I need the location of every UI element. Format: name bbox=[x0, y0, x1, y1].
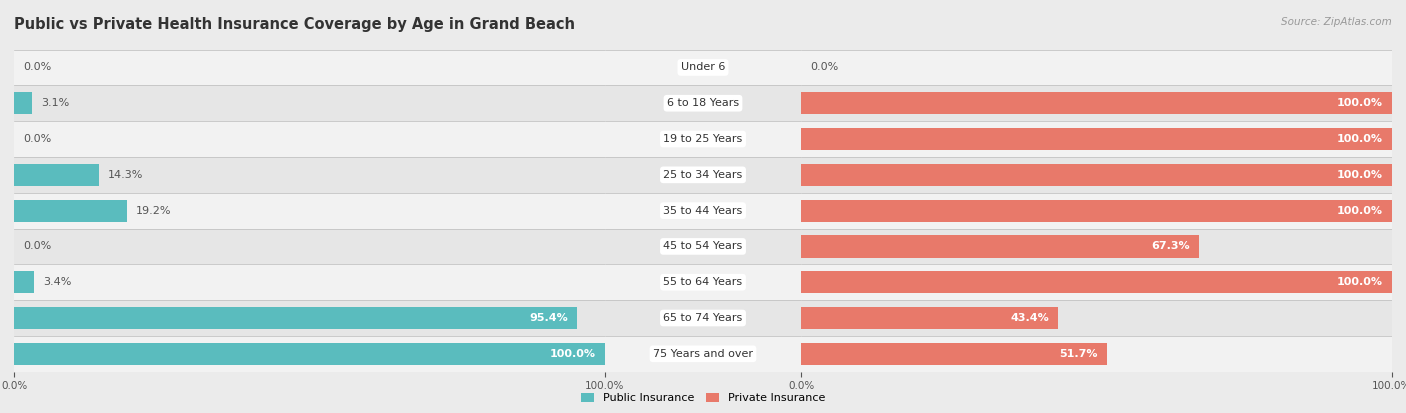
Text: 55 to 64 Years: 55 to 64 Years bbox=[664, 277, 742, 287]
Text: 100.0%: 100.0% bbox=[550, 349, 596, 359]
Text: 100.0%: 100.0% bbox=[1337, 134, 1384, 144]
Bar bbox=[801, 157, 1392, 193]
Bar bbox=[605, 193, 801, 228]
Bar bbox=[801, 193, 1392, 228]
Text: 19.2%: 19.2% bbox=[136, 206, 172, 216]
Bar bbox=[14, 343, 605, 365]
Bar bbox=[801, 121, 1392, 157]
Text: 100.0%: 100.0% bbox=[1337, 170, 1384, 180]
Bar bbox=[801, 199, 1392, 222]
Text: 100.0%: 100.0% bbox=[1337, 206, 1384, 216]
Bar bbox=[801, 128, 1392, 150]
Text: 35 to 44 Years: 35 to 44 Years bbox=[664, 206, 742, 216]
Text: 6 to 18 Years: 6 to 18 Years bbox=[666, 98, 740, 108]
Bar bbox=[801, 235, 1199, 258]
Bar bbox=[14, 307, 578, 329]
Bar bbox=[801, 164, 1392, 186]
Bar bbox=[605, 85, 801, 121]
Bar bbox=[801, 336, 1392, 372]
Text: 65 to 74 Years: 65 to 74 Years bbox=[664, 313, 742, 323]
Bar bbox=[14, 92, 32, 114]
Text: 0.0%: 0.0% bbox=[22, 242, 51, 252]
Text: 75 Years and over: 75 Years and over bbox=[652, 349, 754, 359]
Bar bbox=[14, 85, 605, 121]
Bar bbox=[605, 336, 801, 372]
Bar bbox=[605, 228, 801, 264]
Bar bbox=[14, 121, 605, 157]
Bar bbox=[801, 50, 1392, 85]
Text: 43.4%: 43.4% bbox=[1010, 313, 1049, 323]
Bar bbox=[605, 50, 801, 85]
Bar bbox=[14, 264, 605, 300]
Bar bbox=[801, 307, 1057, 329]
Bar bbox=[801, 343, 1107, 365]
Text: 100.0%: 100.0% bbox=[1337, 98, 1384, 108]
Bar bbox=[14, 336, 605, 372]
Text: 100.0%: 100.0% bbox=[1337, 277, 1384, 287]
Bar bbox=[801, 228, 1392, 264]
Text: 0.0%: 0.0% bbox=[22, 62, 51, 72]
Bar bbox=[801, 92, 1392, 114]
Bar bbox=[14, 193, 605, 228]
Bar bbox=[14, 199, 128, 222]
Text: 25 to 34 Years: 25 to 34 Years bbox=[664, 170, 742, 180]
Text: 0.0%: 0.0% bbox=[22, 134, 51, 144]
Legend: Public Insurance, Private Insurance: Public Insurance, Private Insurance bbox=[576, 388, 830, 408]
Bar bbox=[605, 300, 801, 336]
Text: Public vs Private Health Insurance Coverage by Age in Grand Beach: Public vs Private Health Insurance Cover… bbox=[14, 17, 575, 31]
Bar bbox=[14, 164, 98, 186]
Bar bbox=[14, 228, 605, 264]
Text: 67.3%: 67.3% bbox=[1152, 242, 1189, 252]
Bar bbox=[14, 50, 605, 85]
Bar bbox=[801, 271, 1392, 293]
Bar bbox=[801, 300, 1392, 336]
Text: 0.0%: 0.0% bbox=[810, 62, 838, 72]
Bar bbox=[14, 157, 605, 193]
Bar bbox=[801, 85, 1392, 121]
Text: 95.4%: 95.4% bbox=[530, 313, 568, 323]
Bar bbox=[14, 300, 605, 336]
Text: Under 6: Under 6 bbox=[681, 62, 725, 72]
Bar bbox=[14, 271, 34, 293]
Bar bbox=[605, 121, 801, 157]
Text: 3.4%: 3.4% bbox=[44, 277, 72, 287]
Text: 51.7%: 51.7% bbox=[1059, 349, 1098, 359]
Text: Source: ZipAtlas.com: Source: ZipAtlas.com bbox=[1281, 17, 1392, 26]
Bar bbox=[801, 264, 1392, 300]
Text: 45 to 54 Years: 45 to 54 Years bbox=[664, 242, 742, 252]
Bar bbox=[605, 264, 801, 300]
Text: 3.1%: 3.1% bbox=[41, 98, 69, 108]
Text: 19 to 25 Years: 19 to 25 Years bbox=[664, 134, 742, 144]
Bar bbox=[605, 157, 801, 193]
Text: 14.3%: 14.3% bbox=[107, 170, 143, 180]
